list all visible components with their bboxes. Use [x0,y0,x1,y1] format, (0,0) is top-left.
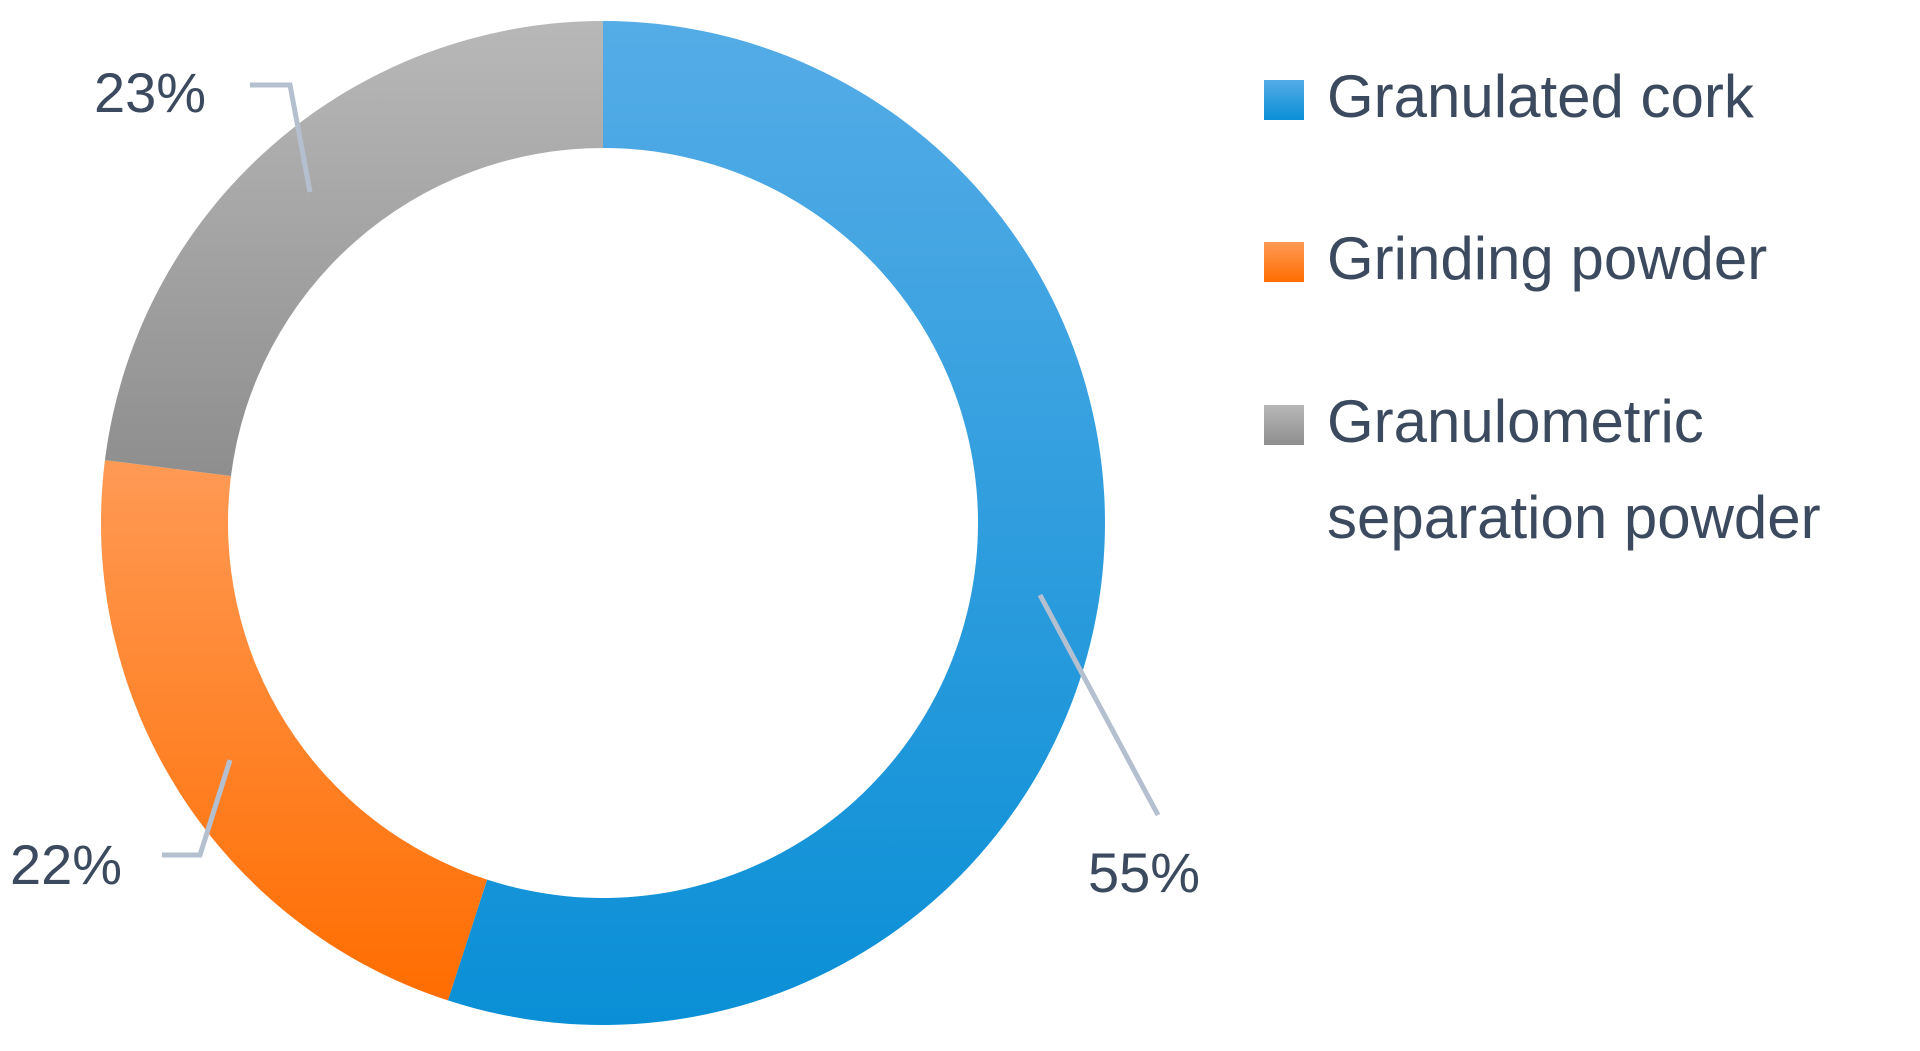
data-label-granulometric-separation-powder: 23% [94,61,206,124]
legend-swatch-granulated-cork [1264,80,1304,120]
legend-swatch-granulometric-separation-powder [1264,405,1304,445]
leader-line-granulated-cork [1037,593,1161,817]
leader-lines [162,82,1161,858]
legend-swatch-grinding-powder [1264,242,1304,282]
leader-line-grinding-powder [162,759,233,858]
data-label-grinding-powder: 22% [10,833,122,896]
data-label-granulated-cork: 55% [1088,841,1200,904]
legend: Granulated cork Grinding powder Granulom… [1264,63,1821,551]
slice-grinding-powder [101,460,488,1001]
legend-label-granulometric-line-2: separation powder [1327,484,1821,551]
leader-line-granulometric-separation-powder [250,82,313,193]
slice-granulated-cork [447,21,1106,1026]
slice-granulometric-separation-powder [104,21,603,477]
legend-label-granulometric-line-1: Granulometric [1327,388,1704,455]
legend-label-granulated-cork: Granulated cork [1327,63,1755,130]
donut-slices [101,21,1106,1026]
legend-label-grinding-powder: Grinding powder [1327,225,1767,292]
